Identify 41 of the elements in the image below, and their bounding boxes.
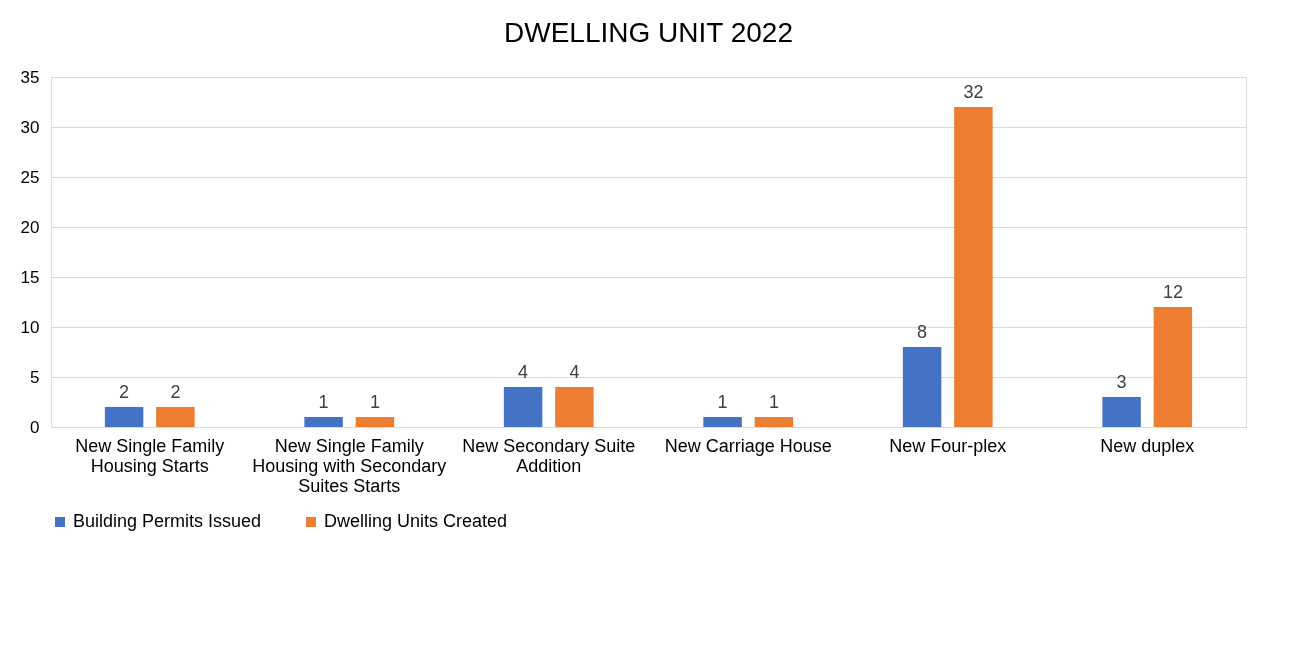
x-tick-label: New Single Family Housing Starts xyxy=(75,435,225,476)
y-tick-label: 35 xyxy=(20,67,40,87)
y-tick-label: 20 xyxy=(20,217,40,237)
data-label: 4 xyxy=(518,362,529,382)
y-tick-label: 15 xyxy=(20,267,40,287)
data-label: 1 xyxy=(717,392,728,412)
x-tick-label: New Secondary Suite Addition xyxy=(462,435,636,476)
data-label: 2 xyxy=(170,382,181,402)
bar xyxy=(703,417,742,427)
bar xyxy=(902,347,942,427)
data-label: 2 xyxy=(119,382,130,402)
data-label: 1 xyxy=(369,392,380,412)
y-tick-label: 25 xyxy=(20,167,40,187)
data-label: 8 xyxy=(917,322,928,342)
bar xyxy=(156,407,195,427)
x-tick-label: New duplex xyxy=(1100,435,1195,456)
y-tick-label: 10 xyxy=(20,317,40,337)
bar xyxy=(104,407,144,427)
bar xyxy=(555,387,594,427)
y-tick-label: 5 xyxy=(30,367,40,387)
bar xyxy=(754,417,794,427)
x-tick-label: New Four-plex xyxy=(889,435,1007,456)
legend-label: Dwelling Units Created xyxy=(324,511,508,531)
data-label: 32 xyxy=(963,82,984,102)
bar xyxy=(954,107,993,427)
bar xyxy=(1102,397,1141,427)
x-tick-label: New Carriage House xyxy=(664,435,832,456)
bar xyxy=(503,387,543,427)
chart-title: DWELLING UNIT 2022 xyxy=(504,17,793,48)
legend-label: Building Permits Issued xyxy=(73,511,262,531)
bar xyxy=(304,417,343,427)
y-tick-label: 30 xyxy=(20,117,40,137)
data-label: 3 xyxy=(1116,372,1127,392)
x-tick-label: New Single Family Housing with Secondary Suites Starts xyxy=(252,435,447,496)
data-label: 12 xyxy=(1162,282,1183,302)
bar xyxy=(1153,307,1193,427)
data-label: 1 xyxy=(318,392,329,412)
data-label: 1 xyxy=(768,392,779,412)
y-tick-label: 0 xyxy=(30,417,40,437)
bar xyxy=(355,417,395,427)
data-label: 4 xyxy=(569,362,580,382)
